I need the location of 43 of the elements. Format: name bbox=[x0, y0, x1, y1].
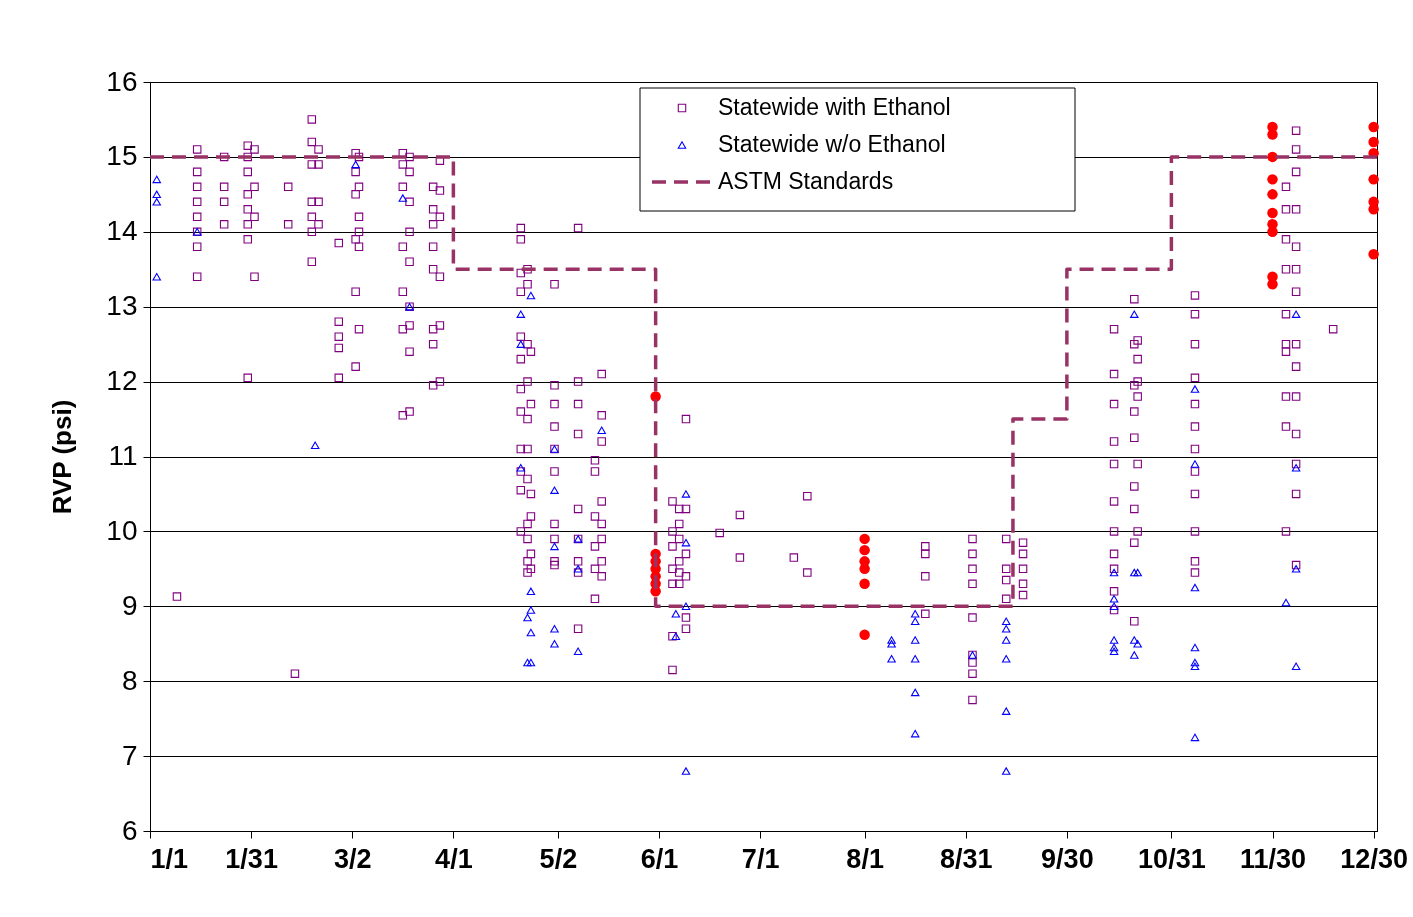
x-tick-label: 11/30 bbox=[1239, 843, 1307, 874]
point bbox=[1368, 121, 1379, 133]
point bbox=[1368, 204, 1379, 215]
point bbox=[1267, 279, 1278, 290]
y-tick-label: 11 bbox=[108, 440, 138, 471]
x-tick-label: 4/1 bbox=[435, 843, 473, 874]
point bbox=[1267, 207, 1278, 219]
x-tick-label: 9/30 bbox=[1041, 843, 1094, 874]
y-tick-label: 15 bbox=[106, 140, 138, 172]
point bbox=[650, 391, 661, 402]
legend-label: Statewide with Ethanol bbox=[718, 94, 951, 120]
y-tick-label: 14 bbox=[106, 215, 138, 247]
point bbox=[1267, 174, 1278, 185]
y-axis-title: RVP (psi) bbox=[47, 399, 78, 515]
y-tick-label: 6 bbox=[121, 814, 138, 846]
y-tick-label: 7 bbox=[121, 739, 138, 771]
x-tick-label: 12/30 bbox=[1340, 843, 1408, 874]
y-tick-label: 12 bbox=[106, 365, 138, 397]
x-tick-label: 10/31 bbox=[1138, 843, 1206, 874]
point bbox=[859, 629, 870, 640]
point bbox=[1368, 249, 1379, 260]
y-tick-label: 9 bbox=[121, 589, 138, 621]
legend-label: Statewide w/o Ethanol bbox=[718, 131, 946, 157]
point bbox=[1267, 129, 1278, 140]
x-tick-label: 1/1 bbox=[150, 843, 189, 874]
point bbox=[1368, 174, 1379, 185]
legend-label: ASTM Standards bbox=[718, 168, 894, 194]
x-tick-label: 1/31 bbox=[225, 843, 278, 874]
x-tick-label: 8/31 bbox=[939, 843, 993, 874]
y-tick-label: 13 bbox=[106, 290, 138, 322]
x-tick-label: 7/1 bbox=[741, 843, 780, 874]
x-tick-label: 6/1 bbox=[640, 843, 679, 874]
y-tick-label: 8 bbox=[121, 664, 138, 696]
point bbox=[859, 578, 870, 590]
y-tick-label: 16 bbox=[106, 65, 138, 97]
point bbox=[1368, 136, 1379, 148]
x-tick-label: 5/2 bbox=[539, 843, 578, 874]
point bbox=[859, 544, 870, 556]
point bbox=[1267, 189, 1278, 200]
point bbox=[859, 533, 870, 545]
y-tick-label: 10 bbox=[106, 514, 138, 546]
x-tick-label: 8/1 bbox=[846, 843, 884, 874]
x-tick-label: 3/2 bbox=[333, 843, 372, 874]
